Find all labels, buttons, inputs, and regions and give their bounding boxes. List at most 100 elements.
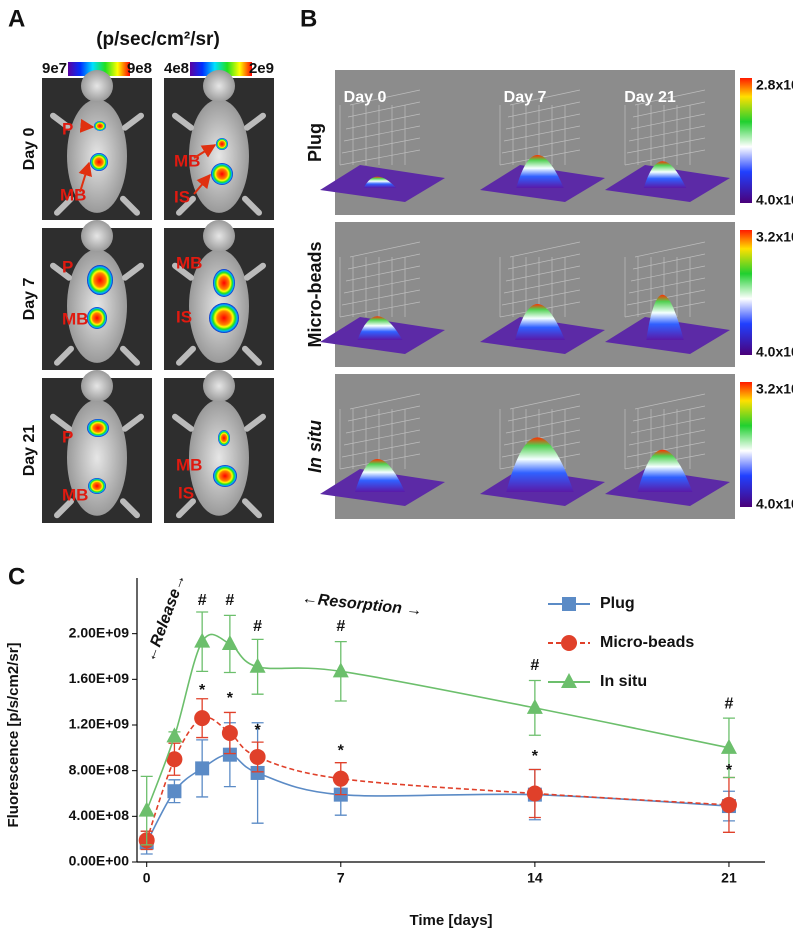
marker (167, 784, 182, 799)
significance-mark: # (253, 618, 262, 635)
box-grid (341, 137, 421, 154)
surface-peak (637, 449, 693, 492)
marker (249, 657, 266, 673)
box-grid (628, 429, 706, 446)
surface-peak (646, 294, 684, 340)
box-grid (505, 265, 581, 282)
surface-peak (516, 155, 564, 188)
box-grid (507, 101, 581, 118)
mouse-limbs (172, 112, 266, 216)
column-header: Day 7 (504, 89, 547, 106)
box-grid (341, 289, 421, 306)
marker (720, 796, 737, 813)
signal-spot (90, 153, 108, 171)
box-grid (347, 253, 421, 270)
signal-spot (211, 163, 233, 185)
significance-mark: # (530, 657, 539, 674)
box-grid (503, 429, 581, 446)
legend-label: Micro-beads (600, 634, 694, 651)
box-grid (628, 277, 706, 294)
marker (195, 761, 210, 776)
marker (166, 751, 183, 768)
signal-spot (218, 430, 230, 446)
box-grid (507, 253, 581, 270)
box-grid (343, 277, 421, 294)
marker (221, 724, 238, 741)
row-label: Plug (305, 123, 325, 162)
row-label: Day 7 (21, 278, 38, 321)
box-grid (349, 241, 421, 258)
surface-peak (355, 459, 405, 492)
row-label: Micro-beads (305, 241, 325, 347)
box-grid (345, 265, 421, 282)
y-tick-label: 4.00E+08 (69, 807, 130, 823)
x-axis-label: Time [days] (409, 912, 492, 929)
phase-label: ←Resorption → (301, 590, 423, 620)
implant-label: IS (176, 307, 192, 326)
marker (526, 785, 543, 802)
box-grid (628, 125, 706, 142)
scale-min: 4.0x10³ (756, 192, 793, 208)
y-tick-label: 1.60E+09 (69, 670, 130, 686)
mouse-limbs (172, 413, 266, 519)
surface-peak (515, 303, 565, 340)
box-grid (634, 393, 706, 410)
box-grid (347, 101, 421, 118)
signal-spot (213, 269, 235, 297)
implant-label: MB (62, 309, 88, 328)
y-tick-label: 8.00E+08 (69, 761, 130, 777)
scale-max: 9e8 (127, 60, 152, 77)
marker (720, 738, 737, 754)
box-grid (343, 429, 421, 446)
significance-mark: # (225, 592, 234, 609)
y-tick-label: 2.00E+09 (69, 624, 130, 640)
scale-max: 2e9 (249, 60, 274, 77)
box-grid (505, 113, 581, 130)
mouse-body (67, 399, 127, 516)
marker (332, 662, 349, 678)
phase-label: ←Release→ (142, 572, 190, 665)
significance-mark: * (254, 722, 261, 739)
colorbar (740, 78, 752, 203)
box-grid (505, 417, 581, 434)
marker (166, 727, 183, 743)
legend-marker (561, 635, 577, 651)
x-tick-label: 14 (527, 870, 543, 886)
significance-mark: * (338, 742, 345, 759)
box-grid (347, 405, 421, 422)
signal-spot (213, 465, 237, 487)
surface-peak (506, 437, 574, 492)
marker (332, 770, 349, 787)
mouse-head (81, 220, 113, 252)
box-grid (630, 417, 706, 434)
box-grid (349, 89, 421, 106)
box-grid (341, 441, 421, 458)
legend-marker (561, 673, 577, 688)
box-grid (509, 89, 581, 106)
row-label: In situ (305, 420, 325, 473)
box-grid (626, 441, 706, 458)
marker (526, 698, 543, 714)
implant-label: MB (176, 253, 202, 272)
signal-spot (94, 121, 106, 131)
surface-peak (363, 176, 397, 188)
x-tick-label: 21 (721, 870, 737, 886)
marker (194, 710, 211, 727)
implant-label: P (62, 427, 73, 446)
implant-label: P (62, 119, 73, 138)
mouse-limbs (50, 262, 144, 366)
box-grid (632, 405, 706, 422)
box-grid (634, 89, 706, 106)
box-grid (507, 405, 581, 422)
column-header: Day 21 (624, 89, 676, 106)
scale-max: 2.8x10⁴ (756, 77, 793, 93)
box-grid (345, 417, 421, 434)
legend-label: In situ (600, 673, 647, 690)
scale-min: 4.0x10³ (756, 496, 793, 512)
scale-max: 3.2x10⁴ (756, 381, 793, 397)
panel-label: A (8, 5, 25, 32)
pointer-arrow (193, 173, 211, 195)
signal-spot (87, 307, 107, 329)
pointer-arrow (193, 144, 217, 159)
